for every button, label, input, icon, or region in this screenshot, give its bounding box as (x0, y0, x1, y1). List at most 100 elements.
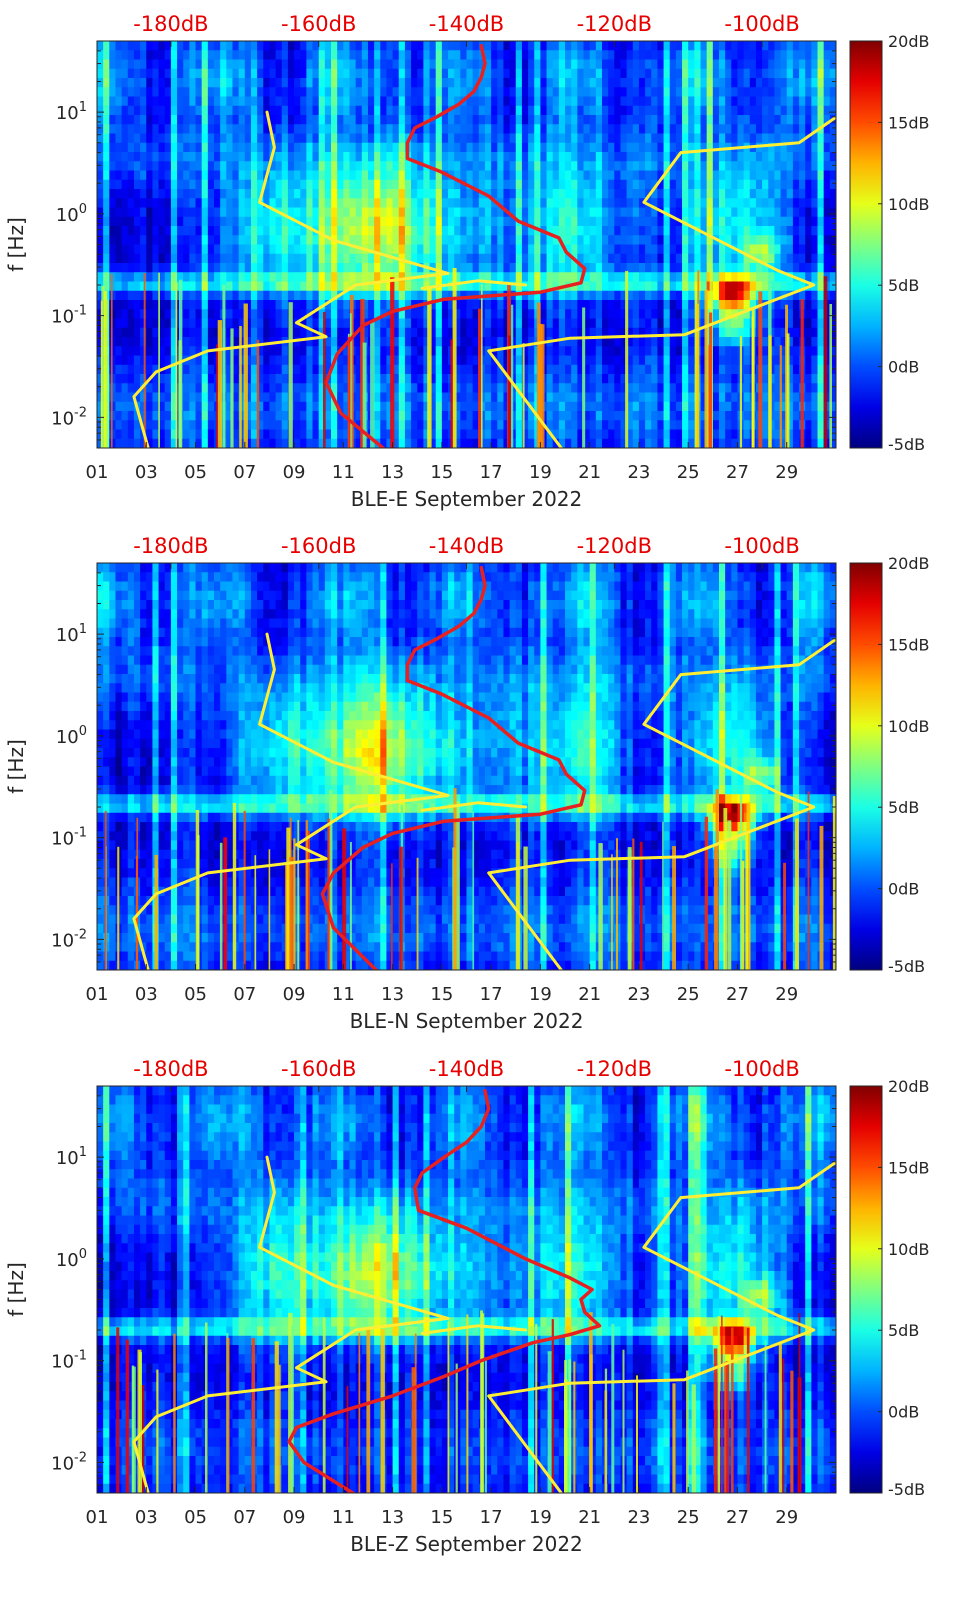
x-tick-label: 13 (381, 984, 404, 1005)
x-tick-label: 13 (381, 462, 404, 483)
colorbar-gradient (849, 1085, 883, 1494)
noise-model-curve-yellow (487, 637, 836, 970)
noise-model-curve-yellow (487, 115, 836, 448)
noise-model-curve-yellow (132, 632, 450, 970)
x-tick-label: 17 (480, 984, 503, 1005)
x-axis: 01 03 05 07 09 11 13 15 17 19 21 23 25 27 29 (86, 964, 798, 1005)
colorbar-tick-label: 5dB (888, 276, 919, 295)
colorbar-gradient (849, 40, 883, 449)
noise-model-curves (132, 565, 836, 970)
x-tick-label: 17 (480, 462, 503, 483)
top-db-axis: -180dB -160dB -140dB -120dB -100dB (133, 1057, 800, 1092)
x-axis: 01 03 05 07 09 11 13 15 17 19 21 23 25 27 29 (86, 1487, 798, 1528)
y-tick-label: 10-1 (51, 304, 87, 328)
spectrogram-panel: 01 03 05 07 09 11 13 15 17 19 21 23 25 27 29 BLE-E Sept… (4, 12, 930, 511)
x-tick-label: 01 (86, 984, 109, 1005)
y-axis: 10-2 10-1 100 101 (51, 40, 836, 449)
y-axis-label: f [Hz] (4, 739, 28, 794)
top-tick-label: -120dB (577, 1057, 652, 1081)
top-tick-label: -100dB (724, 534, 799, 558)
top-tick-label: -120dB (577, 534, 652, 558)
colorbar-tick-label: 20dB (888, 1077, 930, 1096)
x-tick-label: 05 (184, 984, 207, 1005)
y-tick-label: 10-1 (51, 1349, 87, 1373)
top-tick-label: -140dB (429, 1057, 504, 1081)
y-axis-label: f [Hz] (4, 1262, 28, 1317)
x-tick-label: 09 (283, 1507, 306, 1528)
x-tick-label: 23 (627, 1507, 650, 1528)
spectrogram-panel: 01 03 05 07 09 11 13 15 17 19 21 23 25 27 29 BLE-N Sept… (4, 534, 930, 1033)
top-tick-label: -100dB (724, 12, 799, 36)
x-tick-label: 01 (86, 1507, 109, 1528)
x-tick-label: 19 (529, 1507, 552, 1528)
spectrogram-heatmap (97, 1086, 836, 1493)
x-tick-label: 21 (578, 462, 601, 483)
x-tick-label: 15 (430, 462, 453, 483)
colorbar-tick-label: 10dB (888, 1240, 930, 1259)
top-tick-label: -160dB (281, 12, 356, 36)
y-tick-label: 10-1 (51, 826, 87, 850)
y-tick-label: 101 (56, 622, 87, 646)
noise-model-curve-yellow (420, 801, 528, 812)
noise-model-curves (132, 43, 836, 448)
y-tick-label: 101 (56, 1145, 87, 1169)
noise-model-curve-yellow (487, 1160, 836, 1493)
x-tick-label: 07 (233, 984, 256, 1005)
x-axis: 01 03 05 07 09 11 13 15 17 19 21 23 25 27 29 (86, 442, 798, 483)
colorbar-tick-label: 5dB (888, 798, 919, 817)
y-tick-label: 100 (56, 1247, 87, 1271)
colorbar-tick-label: -5dB (888, 957, 925, 976)
top-db-axis: -180dB -160dB -140dB -120dB -100dB (133, 12, 800, 47)
x-tick-label: 13 (381, 1507, 404, 1528)
x-tick-label: 25 (677, 462, 700, 483)
x-tick-label: 25 (677, 1507, 700, 1528)
psd-curve-red (324, 43, 587, 448)
x-tick-label: 29 (775, 1507, 798, 1528)
colorbar-tick-label: 20dB (888, 554, 930, 573)
x-tick-label: 07 (233, 462, 256, 483)
x-tick-label: 25 (677, 984, 700, 1005)
noise-model-curve-yellow (132, 1155, 450, 1493)
x-tick-label: 23 (627, 984, 650, 1005)
x-tick-label: 09 (283, 984, 306, 1005)
colorbar-tick-label: 15dB (888, 113, 930, 132)
colorbar-tick-label: 5dB (888, 1321, 919, 1340)
colorbar-tick-label: 10dB (888, 195, 930, 214)
top-tick-label: -140dB (429, 12, 504, 36)
colorbar-tick-label: 15dB (888, 635, 930, 654)
colorbar-tick-label: 0dB (888, 1403, 919, 1422)
y-tick-label: 10-2 (51, 405, 87, 429)
colorbar: 20dB 15dB 10dB 5dB 0dB -5dB (849, 1077, 930, 1499)
psd-curve-red (320, 565, 587, 970)
noise-model-curves (132, 1088, 836, 1493)
colorbar-tick-label: 0dB (888, 358, 919, 377)
y-tick-label: 10-2 (51, 1450, 87, 1474)
colorbar-tick-label: 0dB (888, 880, 919, 899)
colorbar: 20dB 15dB 10dB 5dB 0dB -5dB (849, 32, 930, 454)
colorbar: 20dB 15dB 10dB 5dB 0dB -5dB (849, 554, 930, 976)
colorbar-tick-label: 15dB (888, 1158, 930, 1177)
x-tick-label: 15 (430, 1507, 453, 1528)
colorbar-tick-label: -5dB (888, 1480, 925, 1499)
y-tick-label: 100 (56, 202, 87, 226)
x-tick-label: 07 (233, 1507, 256, 1528)
x-axis-label: BLE-Z September 2022 (350, 1532, 583, 1556)
x-tick-label: 19 (529, 462, 552, 483)
x-tick-label: 23 (627, 462, 650, 483)
x-tick-label: 11 (332, 984, 355, 1005)
x-tick-label: 27 (726, 984, 749, 1005)
spectrogram-heatmap (97, 563, 836, 970)
x-tick-label: 05 (184, 462, 207, 483)
x-tick-label: 27 (726, 462, 749, 483)
y-tick-label: 10-2 (51, 927, 87, 951)
top-tick-label: -120dB (577, 12, 652, 36)
x-tick-label: 03 (135, 1507, 158, 1528)
top-tick-label: -180dB (133, 12, 208, 36)
y-tick-label: 101 (56, 100, 87, 124)
x-tick-label: 21 (578, 1507, 601, 1528)
colorbar-tick-label: -5dB (888, 435, 925, 454)
x-tick-label: 21 (578, 984, 601, 1005)
y-axis: 10-2 10-1 100 101 (51, 1085, 836, 1494)
noise-model-curve-yellow (420, 1324, 528, 1335)
noise-model-curve-yellow (420, 279, 528, 290)
